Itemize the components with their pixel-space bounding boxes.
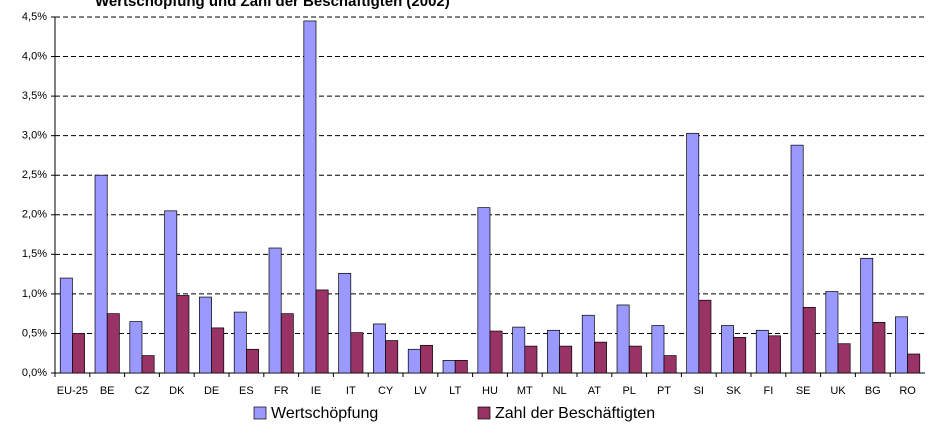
bar	[559, 345, 573, 374]
x-tick-label: RO	[899, 385, 916, 397]
bar	[59, 277, 73, 374]
y-tick-label: 4,0%	[22, 50, 47, 62]
x-tick-label: PL	[622, 385, 635, 397]
bar	[721, 325, 734, 374]
y-tick-label: 1,0%	[22, 288, 47, 300]
legend-swatch	[253, 406, 267, 420]
bar	[129, 321, 143, 374]
bar	[164, 210, 178, 374]
y-tick-label: 2,0%	[22, 209, 47, 221]
x-tick-label: AT	[588, 385, 602, 397]
x-tick-label: CZ	[135, 385, 150, 397]
bar	[268, 247, 282, 374]
bar	[385, 340, 399, 374]
bar	[442, 359, 456, 374]
bar	[768, 335, 781, 374]
x-tick-label: CY	[378, 385, 394, 397]
legend-swatch	[477, 406, 491, 420]
bar	[338, 272, 352, 374]
x-tick-label: BG	[865, 385, 881, 397]
x-tick-label: UK	[830, 385, 846, 397]
x-tick-label: FR	[274, 385, 289, 397]
bar	[790, 144, 804, 374]
bar	[512, 326, 526, 374]
x-tick-label: BE	[100, 385, 115, 397]
bar	[233, 311, 247, 374]
bar	[106, 313, 120, 374]
x-tick-label: MT	[517, 385, 533, 397]
y-tick-label: 1,5%	[22, 248, 47, 260]
bar	[872, 322, 886, 374]
bar	[686, 132, 700, 374]
bar	[628, 345, 642, 374]
bar	[420, 344, 433, 374]
x-tick-label: PT	[657, 385, 671, 397]
bar	[663, 355, 677, 374]
y-tick-label: 4,5%	[22, 11, 47, 23]
bar	[407, 348, 421, 374]
y-tick-label: 0,5%	[22, 327, 47, 339]
bar	[72, 333, 85, 374]
bar	[594, 341, 607, 374]
bar	[837, 343, 851, 374]
bar	[907, 353, 921, 374]
bar	[755, 329, 769, 374]
x-tick-label: SI	[694, 385, 704, 397]
bar	[733, 337, 747, 374]
x-tick-label: HU	[482, 385, 498, 397]
bar	[176, 295, 190, 374]
x-tick-label: NL	[553, 385, 567, 397]
bar	[489, 330, 503, 374]
x-tick-label: DK	[169, 385, 185, 397]
bar	[199, 296, 212, 374]
bar	[581, 314, 595, 374]
x-tick-label: LT	[449, 385, 461, 397]
bar	[698, 299, 712, 374]
y-tick-label: 3,0%	[22, 130, 47, 142]
bar	[860, 257, 874, 374]
bar	[802, 306, 816, 374]
y-tick-label: 0,0%	[22, 367, 47, 379]
bar	[524, 345, 538, 374]
bar	[94, 174, 108, 374]
y-tick-label: 2,5%	[22, 169, 47, 181]
bar	[547, 329, 560, 374]
x-tick-label: FI	[764, 385, 774, 397]
x-tick-label: SK	[726, 385, 741, 397]
bar	[895, 316, 908, 374]
x-tick-label: ES	[239, 385, 254, 397]
bar	[651, 325, 665, 374]
x-tick-label: SE	[796, 385, 811, 397]
bar	[350, 332, 364, 374]
bar	[303, 20, 317, 374]
chart-title: Wertschöpfung und Zahl der Beschäftigten…	[95, 0, 450, 10]
bar	[373, 323, 386, 374]
y-tick-label: 3,5%	[22, 90, 47, 102]
legend-label: Zahl der Beschäftigten	[495, 405, 655, 422]
bar	[825, 291, 839, 374]
x-tick-label: LV	[414, 385, 427, 397]
bar	[315, 289, 329, 374]
bar	[477, 207, 491, 374]
x-tick-label: IE	[311, 385, 321, 397]
bar	[246, 348, 259, 374]
bar	[280, 313, 294, 374]
x-tick-label: EU-25	[57, 385, 88, 397]
bar	[211, 327, 225, 374]
bar	[454, 359, 468, 374]
bar	[141, 355, 155, 374]
legend-label: Wertschöpfung	[271, 405, 378, 422]
x-tick-label: DE	[204, 385, 219, 397]
x-tick-label: IT	[346, 385, 356, 397]
bar	[616, 304, 630, 374]
